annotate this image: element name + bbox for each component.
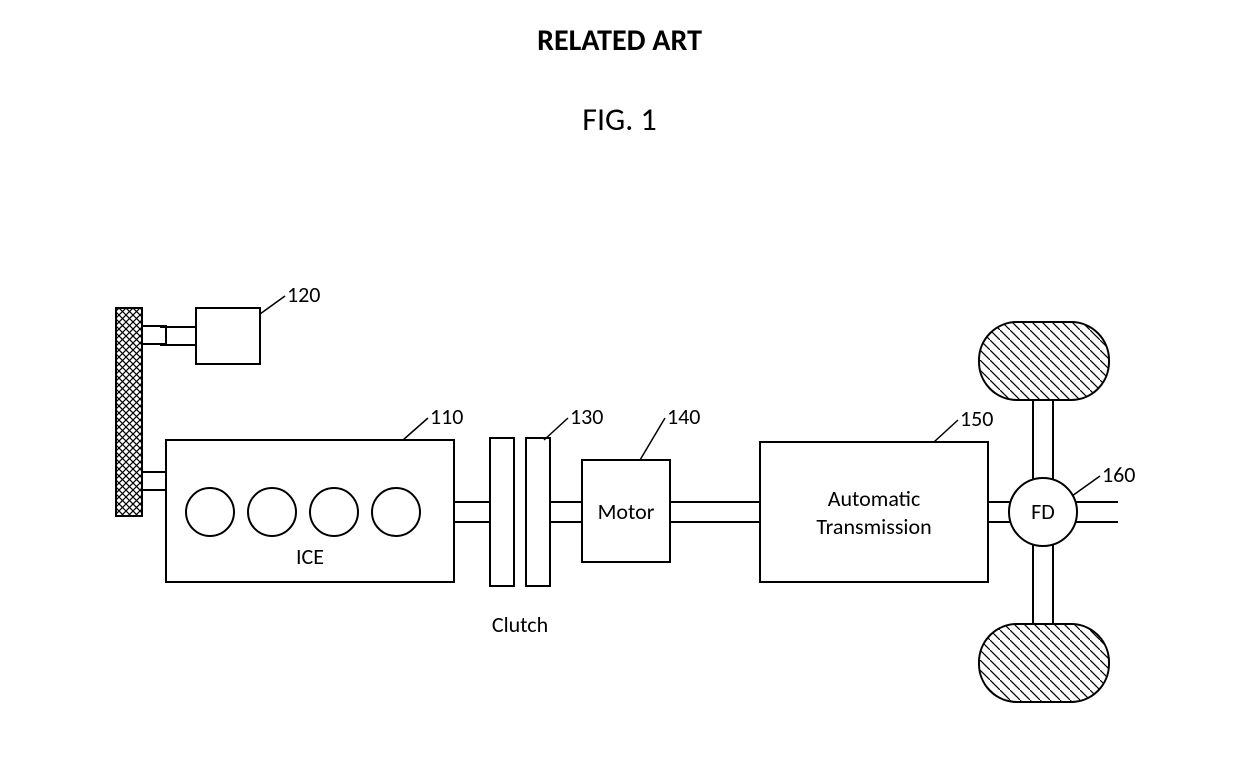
refnum-130: 130: [570, 403, 603, 430]
ice-cylinder-1: [248, 488, 296, 536]
refnum-120: 120: [287, 281, 320, 308]
refnum-160: 160: [1102, 461, 1135, 488]
refnum-140: 140: [667, 403, 700, 430]
motor-label: Motor: [598, 498, 655, 525]
refnum-110: 110: [430, 403, 463, 430]
title-fig: FIG. 1: [582, 100, 656, 139]
hsg-box: [196, 308, 260, 364]
belt-plug-top: [142, 326, 166, 344]
clutch-plate-right: [526, 438, 550, 586]
at-label-2: Transmission: [816, 513, 931, 540]
title-super: RELATED ART: [537, 22, 702, 59]
clutch-label: Clutch: [492, 611, 548, 638]
belt-plug-bot: [142, 472, 166, 490]
at-label-1: Automatic: [828, 485, 921, 512]
leader-120: [260, 296, 285, 314]
leader-160: [1072, 476, 1100, 496]
automatic-transmission-box: [760, 442, 988, 582]
belt-strip: [116, 308, 142, 516]
fd-label: FD: [1031, 498, 1055, 525]
leader-130: [544, 418, 568, 440]
leader-150: [934, 420, 958, 442]
ice-cylinder-2: [310, 488, 358, 536]
ice-cylinder-0: [186, 488, 234, 536]
wheel-top: [979, 322, 1109, 400]
clutch-plate-left: [490, 438, 514, 586]
leader-110: [403, 418, 428, 440]
refnum-150: 150: [960, 405, 993, 432]
ice-cylinder-3: [372, 488, 420, 536]
ice-label: ICE: [296, 543, 324, 570]
wheel-bottom: [979, 624, 1109, 702]
leader-140: [640, 418, 665, 460]
